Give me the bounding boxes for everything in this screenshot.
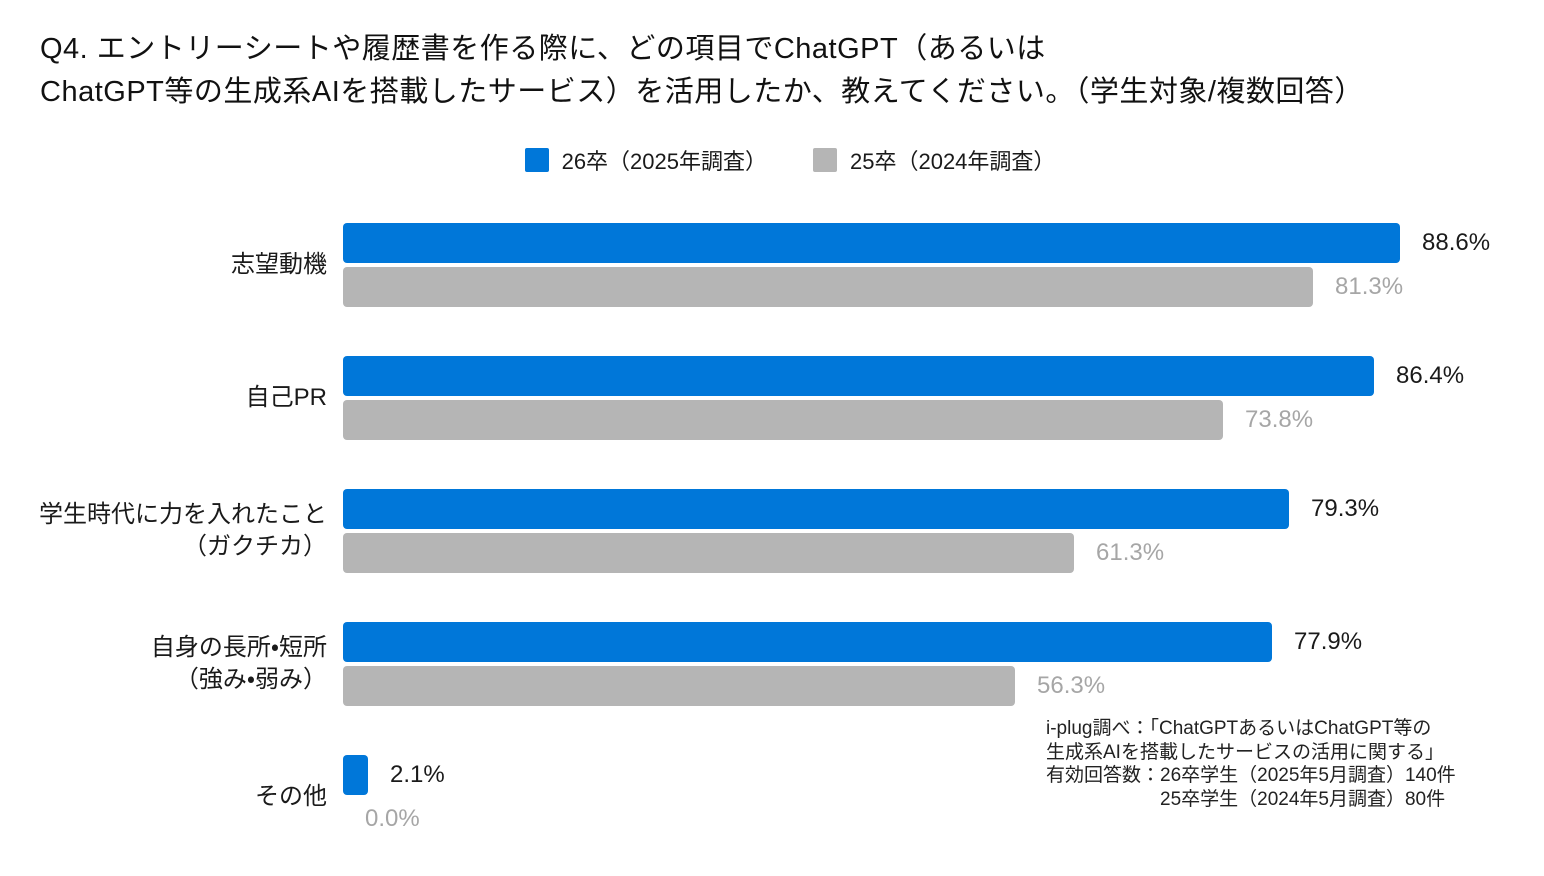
category-label-line: （ガクチカ） <box>183 533 327 560</box>
chart-row: その他 2.1% 0.0% <box>0 755 1544 839</box>
bar-25grad <box>343 400 1223 440</box>
footnote: i-plug調べ：「ChatGPTあるいはChatGPT等の 生成系AIを搭載した… <box>1046 717 1486 811</box>
bar-line-series-1: 56.3% <box>343 666 1544 706</box>
bar-line-series-1: 73.8% <box>343 400 1544 440</box>
bar-group: 77.9% 56.3% <box>343 622 1544 706</box>
legend-label: 26卒（2025年調査） <box>561 149 767 174</box>
bar-chart: 志望動機 88.6% 81.3% 自己PR 86.4% 73.8% 学生時代に力を入れたこと… <box>0 223 1544 876</box>
category-label-line: （強み・弱み） <box>174 666 327 693</box>
value-label: 0.0% <box>365 805 420 832</box>
category-label-line: 志望動機 <box>231 251 327 278</box>
value-label: 56.3% <box>1037 672 1106 699</box>
bar-line-series-0: 86.4% <box>343 356 1544 396</box>
bar-25grad <box>343 267 1313 307</box>
value-label: 73.8% <box>1245 406 1314 433</box>
value-label: 79.3% <box>1311 495 1380 522</box>
legend-label: 25卒（2024年調査） <box>850 149 1056 174</box>
bar-line-series-0: 77.9% <box>343 622 1544 662</box>
chart-row: 志望動機 88.6% 81.3% <box>0 223 1544 307</box>
value-label: 81.3% <box>1335 273 1404 300</box>
page-title: Q4. エントリーシートや履歴書を作る際に、どの項目でChatGPT（あるいは … <box>40 28 1364 114</box>
legend-item-0: 26卒（2025年調査） <box>524 144 767 176</box>
bar-line-series-1: 81.3% <box>343 267 1544 307</box>
bar-group: 2.1% 0.0% <box>343 755 1544 839</box>
chart-row: 自己PR 86.4% 73.8% <box>0 356 1544 440</box>
value-label: 86.4% <box>1396 362 1465 389</box>
bar-group: 88.6% 81.3% <box>343 223 1544 307</box>
category-label: その他 <box>0 755 343 839</box>
category-label-line: 自己PR <box>245 384 327 411</box>
bar-26grad <box>343 356 1374 396</box>
footnote-line: 有効回答数：26卒学生（2025年5月調査）140件 <box>1046 765 1456 786</box>
chart-legend: 26卒（2025年調査） 25卒（2024年調査） <box>18 144 1544 176</box>
category-label: 志望動機 <box>0 223 343 307</box>
page-title-line1: Q4. エントリーシートや履歴書を作る際に、どの項目でChatGPT（あるいは <box>40 33 1046 65</box>
bar-line-series-1: 61.3% <box>343 533 1544 573</box>
footnote-line: i-plug調べ：「ChatGPTあるいはChatGPT等の <box>1046 718 1432 739</box>
page-title-line2: ChatGPT等の生成系AIを搭載したサービス）を活用したか、教えてください。（… <box>40 76 1364 108</box>
bar-25grad <box>343 533 1074 573</box>
value-label: 61.3% <box>1096 539 1165 566</box>
bar-line-series-1: 0.0% <box>343 799 1544 839</box>
category-label: 学生時代に力を入れたこと （ガクチカ） <box>0 489 343 573</box>
bar-group: 79.3% 61.3% <box>343 489 1544 573</box>
legend-swatch-icon <box>524 148 549 172</box>
category-label-line: 自身の長所・短所 <box>150 634 327 661</box>
category-label-line: 学生時代に力を入れたこと <box>39 501 327 528</box>
bar-25grad <box>343 666 1015 706</box>
bar-26grad <box>343 755 368 795</box>
bar-line-series-0: 88.6% <box>343 223 1544 263</box>
footnote-line: 生成系AIを搭載したサービスの活用に関する」 <box>1046 741 1444 763</box>
category-label-line: その他 <box>255 783 327 810</box>
value-label: 2.1% <box>390 761 445 788</box>
value-label: 88.6% <box>1422 229 1491 256</box>
category-label: 自己PR <box>0 356 343 440</box>
chart-row: 自身の長所・短所 （強み・弱み） 77.9% 56.3% <box>0 622 1544 706</box>
bar-group: 86.4% 73.8% <box>343 356 1544 440</box>
legend-item-1: 25卒（2024年調査） <box>813 144 1055 176</box>
bar-line-series-0: 2.1% <box>343 755 1544 795</box>
footnote-line: 25卒学生（2024年5月調査）80件 <box>1160 788 1446 810</box>
bar-line-series-0: 79.3% <box>343 489 1544 529</box>
bar-26grad <box>343 223 1400 263</box>
chart-row: 学生時代に力を入れたこと （ガクチカ） 79.3% 61.3% <box>0 489 1544 573</box>
bar-26grad <box>343 489 1289 529</box>
category-label: 自身の長所・短所 （強み・弱み） <box>0 622 343 706</box>
bar-26grad <box>343 622 1272 662</box>
value-label: 77.9% <box>1294 628 1363 655</box>
legend-swatch-icon <box>813 148 837 172</box>
